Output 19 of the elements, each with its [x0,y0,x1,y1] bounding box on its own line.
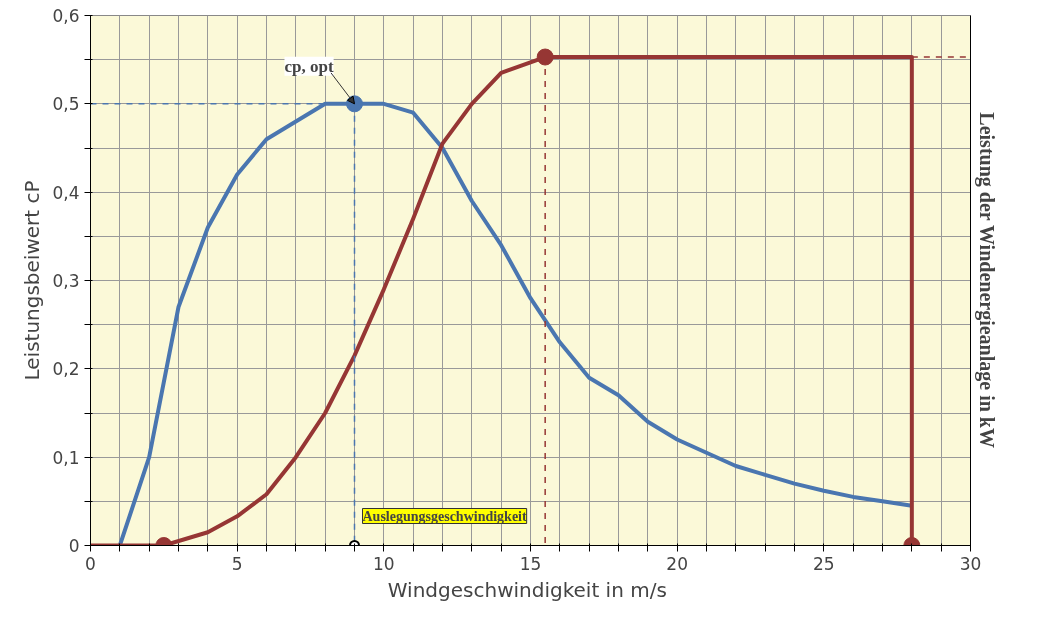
y2-axis-title: Leistung der Windenergieanlage in kW [974,112,998,448]
x-tick-label: 25 [813,553,835,574]
x-tick-label: 0 [85,553,96,574]
y-tick-label: 0 [68,536,80,556]
x-tick-label: 5 [231,553,243,574]
annotation: cp, opt [284,56,334,76]
x-tick-label: 10 [373,553,395,574]
y-tick-label: 0,3 [52,271,80,291]
y-tick-label: 0,2 [52,359,80,380]
y-axis-title: Leistungsbeiwert cP [20,180,45,381]
y-tick-label: 0,5 [52,94,80,115]
y-tick-label: 0,1 [52,447,80,468]
x-axis-title: Windgeschwindigkeit in m/s [387,577,667,602]
point [536,48,554,66]
x-tick-label: 30 [959,553,982,574]
y-tick-label: 0,4 [52,182,80,203]
x-tick-label: 20 [666,553,688,574]
x-tick-label: 15 [519,553,542,574]
y-tick-label: 0,6 [52,6,80,26]
